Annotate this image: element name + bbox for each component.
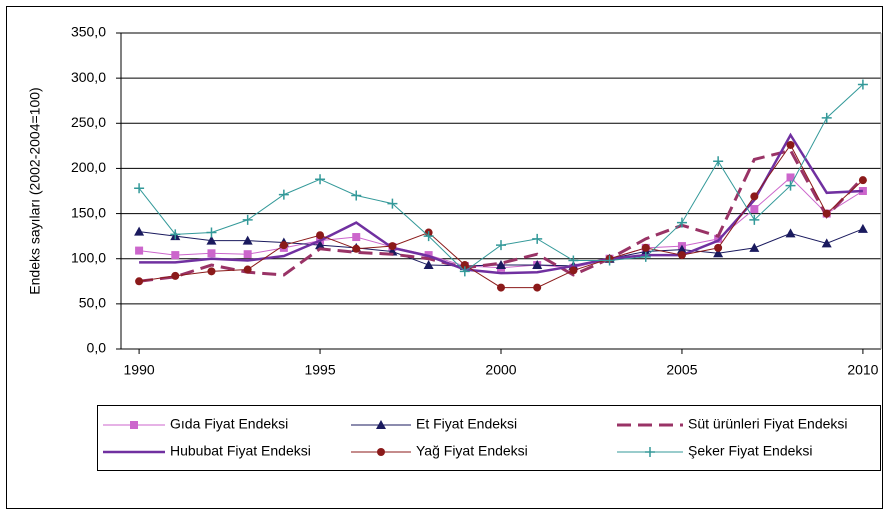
x-tick-label: 2000 (485, 362, 516, 378)
data-point (785, 180, 796, 191)
y-tick-label: 50,0 (79, 295, 106, 311)
data-point (497, 283, 505, 292)
data-point (278, 189, 289, 200)
data-point (387, 198, 398, 209)
data-point (749, 214, 760, 225)
y-tick-label: 300,0 (71, 69, 106, 85)
data-point (750, 192, 759, 201)
data-point (242, 235, 253, 245)
data-point (243, 265, 252, 274)
y-tick-label: 150,0 (71, 204, 106, 220)
data-point (351, 190, 362, 201)
data-point (858, 176, 867, 185)
data-point (135, 246, 144, 255)
y-tick-label: 350,0 (71, 24, 106, 40)
data-point (460, 261, 469, 270)
y-tick-label: 200,0 (71, 159, 106, 175)
data-point (207, 267, 216, 276)
legend-marker (377, 448, 385, 456)
data-point (207, 249, 216, 258)
legend-marker (376, 420, 386, 429)
data-point (388, 242, 397, 251)
x-tick-label: 2005 (666, 362, 697, 378)
legend-label: Süt ürünleri Fiyat Endeksi (688, 416, 848, 432)
data-point (676, 244, 687, 254)
data-point (857, 79, 868, 90)
data-point (170, 229, 181, 240)
data-point (533, 283, 542, 292)
data-point (496, 240, 506, 251)
data-point (171, 251, 180, 260)
data-point (206, 227, 217, 238)
data-point (206, 235, 217, 245)
data-point (243, 250, 252, 259)
y-tick-label: 0,0 (87, 340, 107, 356)
data-point (279, 241, 288, 250)
data-point (134, 226, 145, 236)
data-point (532, 233, 543, 244)
data-point (423, 260, 434, 270)
legend-marker (645, 447, 655, 457)
legend-label: Gıda Fiyat Endeksi (170, 416, 288, 432)
data-point (134, 183, 145, 194)
data-point (315, 240, 326, 250)
data-point (822, 209, 831, 218)
data-point (676, 217, 687, 228)
data-point (568, 255, 579, 266)
data-point (786, 140, 795, 149)
data-point (242, 214, 253, 225)
data-point (640, 251, 651, 262)
legend-label: Yağ Fiyat Endeksi (416, 443, 528, 459)
x-tick-label: 1995 (304, 362, 335, 378)
x-tick-label: 2010 (847, 362, 878, 378)
data-point (315, 174, 326, 185)
data-point (821, 238, 832, 248)
legend-box (97, 405, 881, 471)
y-axis-label: Endeks sayıları (2002-2004=100) (27, 87, 43, 294)
data-point (785, 228, 796, 238)
data-point (352, 233, 361, 242)
legend-label: Şeker Fiyat Endeksi (688, 443, 813, 459)
data-point (821, 112, 832, 123)
legend-marker (130, 421, 138, 429)
data-point (352, 244, 361, 253)
data-point (171, 271, 180, 280)
data-point (786, 173, 795, 182)
data-point (749, 242, 760, 252)
data-point (677, 251, 686, 260)
data-point (714, 243, 723, 252)
legend-label: Et Fiyat Endeksi (416, 416, 517, 432)
data-point (857, 223, 868, 233)
data-point (641, 243, 650, 252)
data-point (713, 156, 724, 167)
data-point (496, 260, 506, 270)
x-tick-label: 1990 (124, 362, 155, 378)
y-tick-label: 250,0 (71, 114, 106, 130)
data-point (569, 266, 578, 275)
data-point (713, 248, 724, 258)
y-tick-label: 100,0 (71, 249, 106, 265)
data-point (532, 260, 543, 270)
data-point (750, 205, 759, 214)
data-point (316, 231, 325, 240)
data-point (135, 277, 144, 286)
data-point (604, 255, 615, 266)
data-point (423, 231, 434, 242)
data-point (459, 266, 470, 277)
legend-label: Hububat Fiyat Endeksi (170, 443, 311, 459)
